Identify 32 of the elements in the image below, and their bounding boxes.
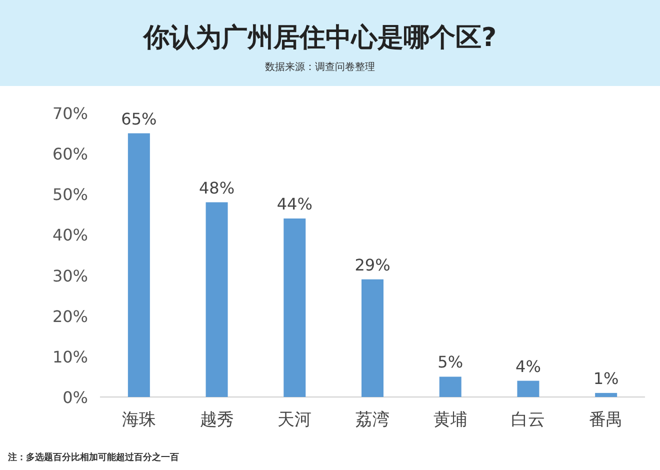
x-tick-label: 白云 [511, 410, 546, 430]
x-tick-label: 黄埔 [433, 410, 468, 430]
data-label: 5% [438, 352, 464, 372]
y-tick-label: 20% [52, 306, 88, 326]
x-tick-label: 海珠 [122, 410, 156, 430]
data-label: 4% [516, 356, 541, 376]
data-label: 48% [199, 178, 235, 198]
y-tick-label: 60% [52, 144, 88, 164]
data-label: 65% [121, 109, 157, 128]
bar [128, 133, 150, 397]
text: 注：多选题百分比相加可能超过百分之一百 [7, 452, 179, 463]
x-tick-label: 番禺 [589, 410, 624, 430]
y-tick-label: 70% [52, 104, 88, 123]
x-tick-label: 荔湾 [356, 410, 390, 430]
x-tick-label: 越秀 [200, 410, 234, 430]
data-label: 1% [593, 368, 619, 388]
data-label: 44% [276, 194, 312, 214]
bar [595, 392, 618, 397]
data-label: 29% [354, 255, 390, 274]
x-tick-label: 天河 [278, 410, 312, 430]
bar [284, 218, 306, 397]
chart-title: 你认为广州居住中心是哪个区? [142, 23, 497, 53]
y-tick-label: 10% [52, 347, 88, 366]
bar [206, 202, 228, 397]
bar [362, 279, 384, 397]
y-tick-label: 40% [52, 226, 88, 245]
bar [439, 376, 462, 397]
bar [517, 380, 540, 397]
chart-subtitle: 数据来源：调查问卷整理 [265, 61, 375, 73]
y-tick-label: 50% [52, 185, 88, 204]
y-tick-label: 0% [62, 388, 88, 407]
y-tick-label: 30% [52, 266, 88, 286]
